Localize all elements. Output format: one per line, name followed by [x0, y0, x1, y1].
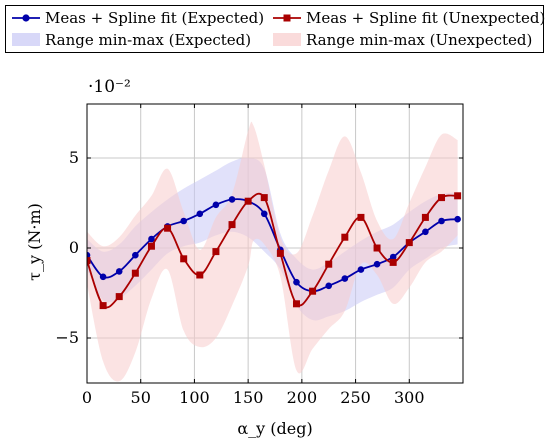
data-point-unexpected — [131, 269, 139, 277]
data-point-unexpected — [212, 248, 220, 256]
data-point-unexpected — [87, 257, 91, 265]
series-group — [87, 121, 462, 382]
data-point-unexpected — [260, 194, 268, 202]
legend-marker-expected — [22, 14, 30, 22]
legend-label-unexpected: Meas + Spline fit (Unexpected) — [306, 9, 545, 27]
data-point-unexpected — [309, 287, 317, 295]
data-point-unexpected — [373, 244, 381, 252]
x-tick-label: 300 — [394, 388, 425, 407]
data-point-expected — [325, 282, 333, 290]
plot-area: 0 50 100 150 200 250 300 −5 0 5 — [55, 103, 464, 407]
data-point-unexpected — [164, 224, 172, 232]
data-point-expected — [293, 278, 300, 286]
data-point-unexpected — [115, 293, 123, 301]
data-point-expected — [180, 217, 187, 225]
data-point-unexpected — [438, 194, 446, 202]
band-unexpected — [87, 121, 458, 382]
data-point-expected — [454, 215, 461, 223]
data-point-expected — [373, 260, 381, 268]
plot-frame — [86, 103, 464, 384]
data-point-unexpected — [180, 255, 188, 263]
data-point-expected — [389, 253, 397, 261]
data-point-unexpected — [276, 249, 284, 257]
y-axis-label: τ_y (N·m) — [25, 203, 44, 281]
data-point-expected — [87, 251, 91, 259]
data-point-unexpected — [196, 271, 204, 279]
data-point-unexpected — [405, 239, 413, 247]
legend-label-expected: Range min-max (Expected) — [45, 31, 251, 49]
legend-swatch-expected — [12, 33, 40, 46]
data-point-unexpected — [228, 221, 236, 229]
x-tick-label: 0 — [82, 388, 92, 407]
data-point-expected — [228, 196, 236, 203]
legend-label-expected: Meas + Spline fit (Expected) — [45, 9, 264, 27]
y-tick-label: 5 — [69, 148, 79, 167]
x-axis-label: α_y (deg) — [237, 419, 312, 438]
legend: Meas + Spline fit (Expected) Meas + Splin… — [5, 5, 545, 53]
data-point-unexpected — [292, 300, 300, 308]
data-point-unexpected — [341, 233, 349, 241]
data-point-unexpected — [244, 197, 252, 205]
data-point-expected — [260, 210, 268, 218]
data-point-unexpected — [99, 302, 107, 310]
data-point-unexpected — [389, 258, 397, 266]
data-point-expected — [438, 217, 445, 225]
x-tick-label: 250 — [340, 388, 371, 407]
data-point-expected — [212, 201, 220, 209]
x-tick-label: 200 — [287, 388, 318, 407]
data-point-unexpected — [325, 260, 333, 268]
legend-label-unexpected: Range min-max (Unexpected) — [306, 31, 532, 49]
legend-swatch-unexpected — [273, 33, 301, 46]
data-point-expected — [422, 228, 429, 236]
data-point-unexpected — [454, 192, 462, 200]
y-tick-label: −5 — [55, 328, 79, 347]
data-point-expected — [132, 251, 139, 259]
x-tick-label: 50 — [131, 388, 151, 407]
legend-marker-unexpected — [283, 14, 291, 22]
data-point-unexpected — [147, 242, 155, 250]
y-tick-label: 0 — [69, 238, 79, 257]
data-point-expected — [196, 210, 204, 218]
x-tick-label: 100 — [179, 388, 210, 407]
data-point-unexpected — [421, 213, 429, 221]
data-point-expected — [341, 275, 349, 282]
data-point-expected — [148, 235, 155, 243]
data-point-expected — [99, 273, 107, 281]
x-tick-label: 150 — [233, 388, 264, 407]
data-point-expected — [115, 268, 123, 275]
data-point-expected — [357, 266, 365, 273]
data-point-unexpected — [357, 213, 365, 221]
y-scale-label: ·10⁻² — [88, 77, 131, 97]
